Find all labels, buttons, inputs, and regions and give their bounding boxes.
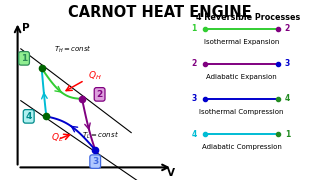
Text: 3: 3 xyxy=(92,157,98,166)
Text: 4: 4 xyxy=(26,112,32,121)
Text: 2: 2 xyxy=(192,59,197,68)
Text: 4 Reversible Processes: 4 Reversible Processes xyxy=(196,13,300,22)
Text: $T_H = const$: $T_H = const$ xyxy=(54,44,92,55)
Text: 1: 1 xyxy=(21,54,27,63)
Text: $Q_L$: $Q_L$ xyxy=(52,132,64,144)
Text: 4: 4 xyxy=(192,130,197,139)
Text: CARNOT HEAT ENGINE: CARNOT HEAT ENGINE xyxy=(68,5,252,20)
Text: V: V xyxy=(167,168,175,177)
Text: Adiabatic Expansion: Adiabatic Expansion xyxy=(206,74,277,80)
Text: 2: 2 xyxy=(285,24,290,33)
Text: 3: 3 xyxy=(285,59,290,68)
Text: 3: 3 xyxy=(192,94,197,103)
Text: $T_L = const$: $T_L = const$ xyxy=(83,129,119,141)
Text: 4: 4 xyxy=(285,94,290,103)
Text: Isothermal Compression: Isothermal Compression xyxy=(199,109,284,115)
Text: 1: 1 xyxy=(192,24,197,33)
Text: 2: 2 xyxy=(97,90,103,99)
Text: Adiabatic Compression: Adiabatic Compression xyxy=(202,144,282,150)
Text: Isothermal Expansion: Isothermal Expansion xyxy=(204,39,279,45)
Text: P: P xyxy=(22,23,29,33)
Text: 1: 1 xyxy=(285,130,290,139)
Text: $Q_H$: $Q_H$ xyxy=(88,69,101,82)
